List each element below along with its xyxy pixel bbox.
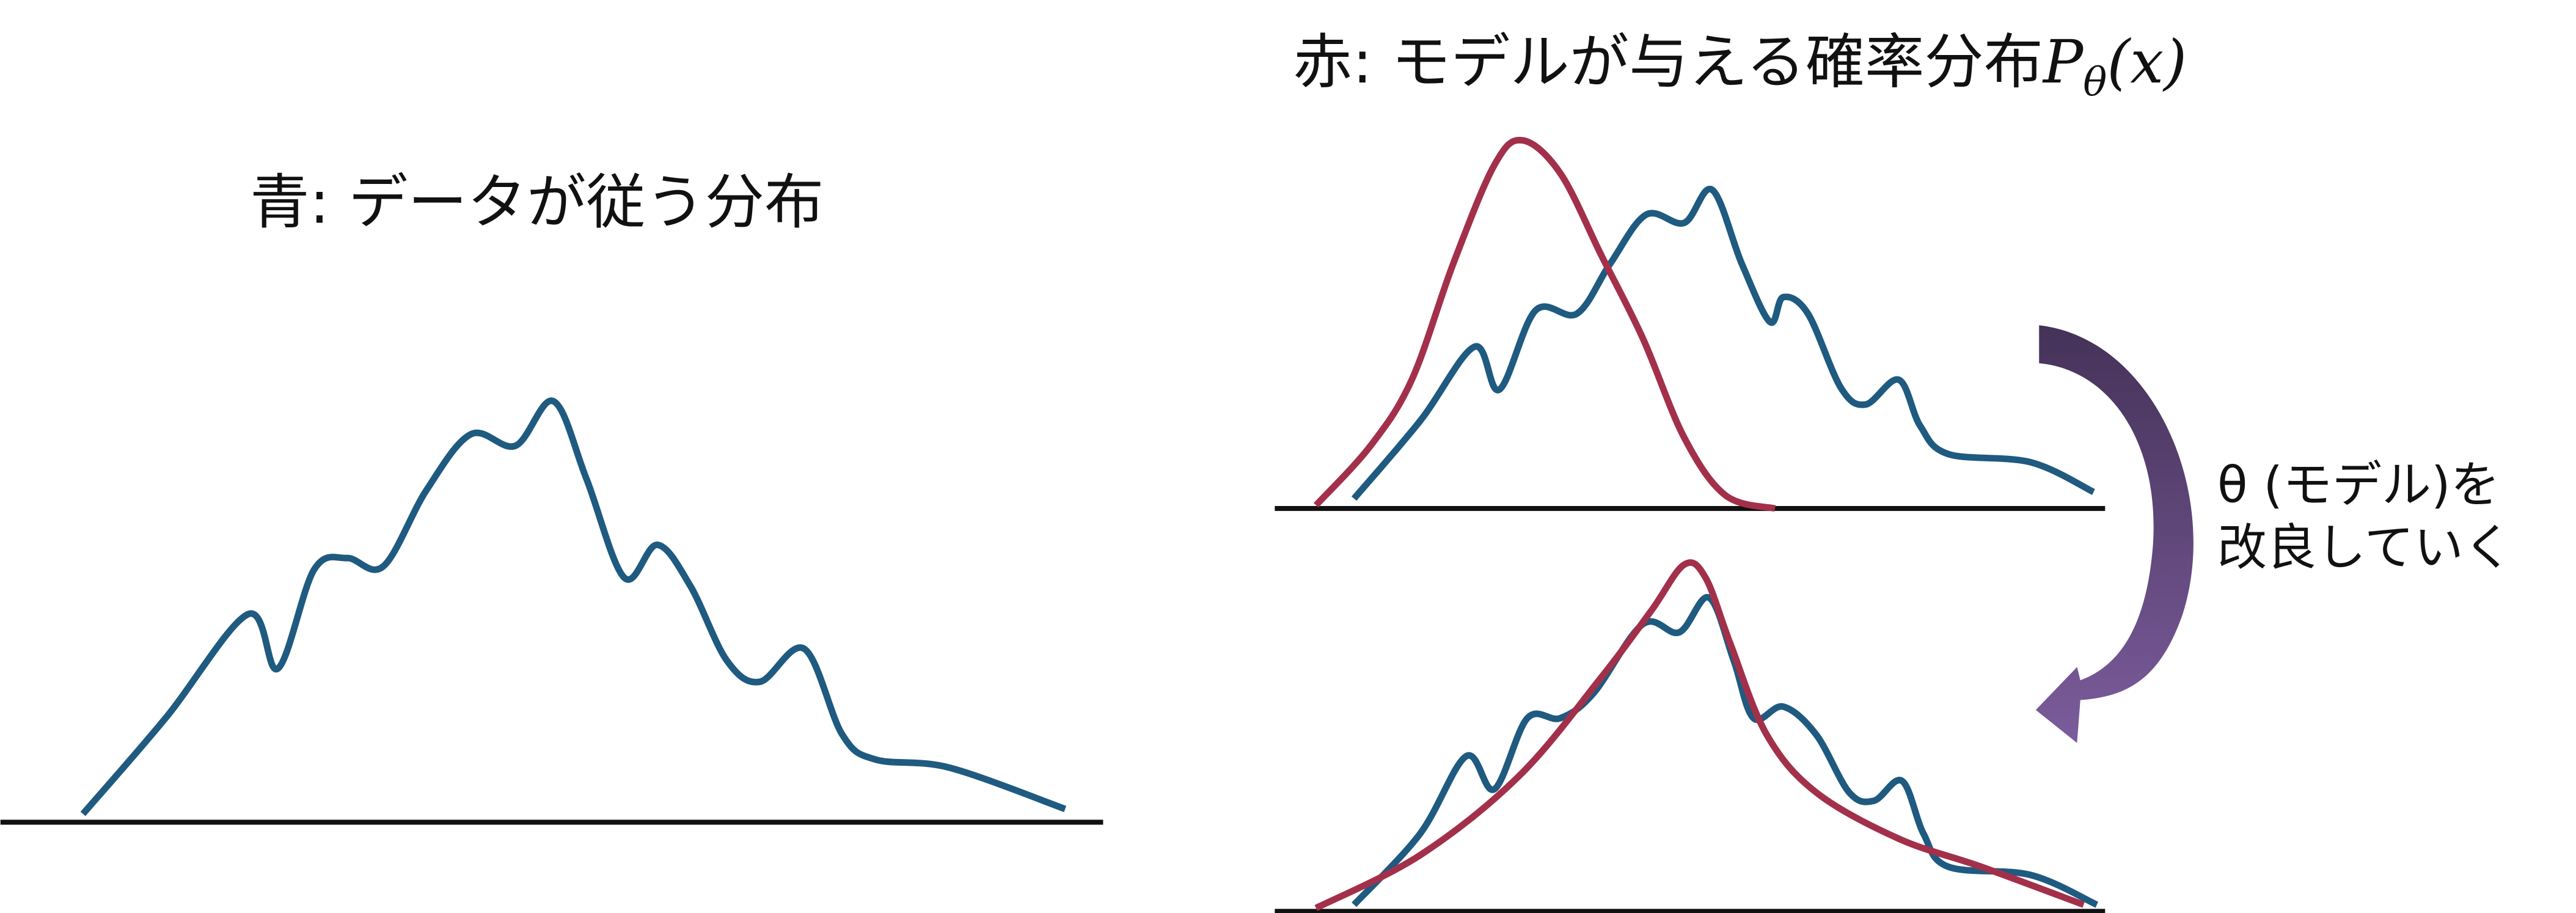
right-title: 赤: モデルが与える確率分布Pθ(x)	[1293, 28, 2187, 106]
data-curve	[1351, 185, 2095, 501]
right-title-text: 赤: モデルが与える確率分布	[1293, 28, 2043, 97]
arrow-label: 改良していく	[2217, 519, 2513, 577]
model-curve	[1314, 559, 2085, 911]
data-curve	[80, 397, 1067, 816]
model-curve	[1313, 136, 1776, 512]
formula-args: (x)	[2107, 28, 2187, 97]
improve-arrow	[2035, 325, 2194, 743]
formula-symbol: P	[2042, 28, 2084, 97]
formula-subscript: θ	[2083, 60, 2107, 106]
left-title: 青: データが従う分布	[250, 168, 824, 237]
data-curve	[1352, 594, 2099, 908]
arrow-label: θ (モデル)を	[2217, 457, 2500, 514]
